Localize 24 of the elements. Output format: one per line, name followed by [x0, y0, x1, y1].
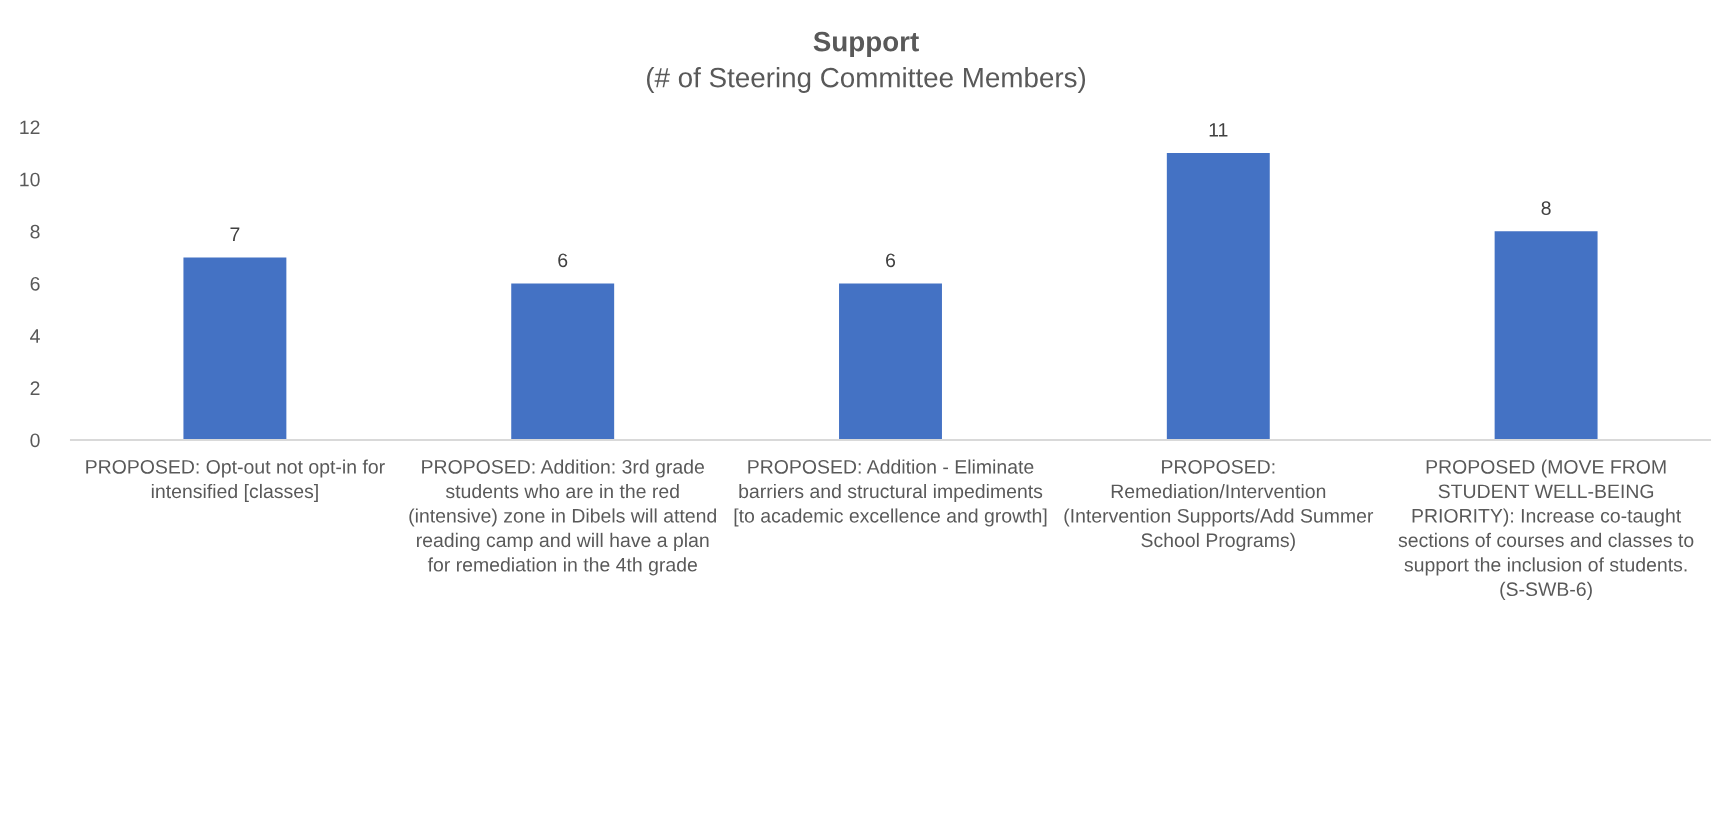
- x-tick-label: PROPOSED: Addition: 3rd grade students who are in the red (intensive) zone in Dibels will attend reading camp and will have a plan for remediation in the 4th grade: [409, 459, 716, 576]
- chart-subtitle: (# of Steering Committee Members): [646, 67, 1086, 93]
- data-label: 11: [1209, 123, 1228, 137]
- x-tick-label: PROPOSED: Addition - Eliminate barriers and structural impediments [to academic excellence and growth]: [734, 459, 1047, 527]
- y-tick-label: 4: [30, 329, 40, 343]
- x-tick-label: PROPOSED (MOVE FROM STUDENT WELL-BEING PRIORITY): Increase co-taught sections of courses and classes to support the inclusion of students. (S-SWB-6): [1398, 459, 1694, 600]
- y-tick-label: 10: [20, 172, 40, 187]
- data-label: 7: [230, 227, 240, 241]
- y-tick-label: 6: [30, 276, 40, 291]
- y-tick-label: 8: [30, 224, 40, 239]
- bar: [1166, 153, 1270, 440]
- chart-title: Support: [813, 31, 919, 57]
- bar: [183, 257, 287, 440]
- data-label: 6: [558, 253, 568, 268]
- x-tick-label: PROPOSED: Remediation/Intervention (Intervention Supports/Add Summer School Programs): [1064, 459, 1374, 551]
- data-label: 6: [886, 253, 896, 268]
- bar: [1494, 231, 1598, 440]
- y-tick-label: 2: [30, 381, 40, 395]
- bar: [839, 283, 942, 440]
- x-tick-label: PROPOSED: Opt-out not opt-in for intensified [classes]: [86, 459, 385, 503]
- y-tick-label: 12: [20, 120, 40, 135]
- data-label: 8: [1541, 201, 1551, 215]
- y-tick-label: 0: [30, 433, 40, 448]
- bar: [511, 283, 615, 440]
